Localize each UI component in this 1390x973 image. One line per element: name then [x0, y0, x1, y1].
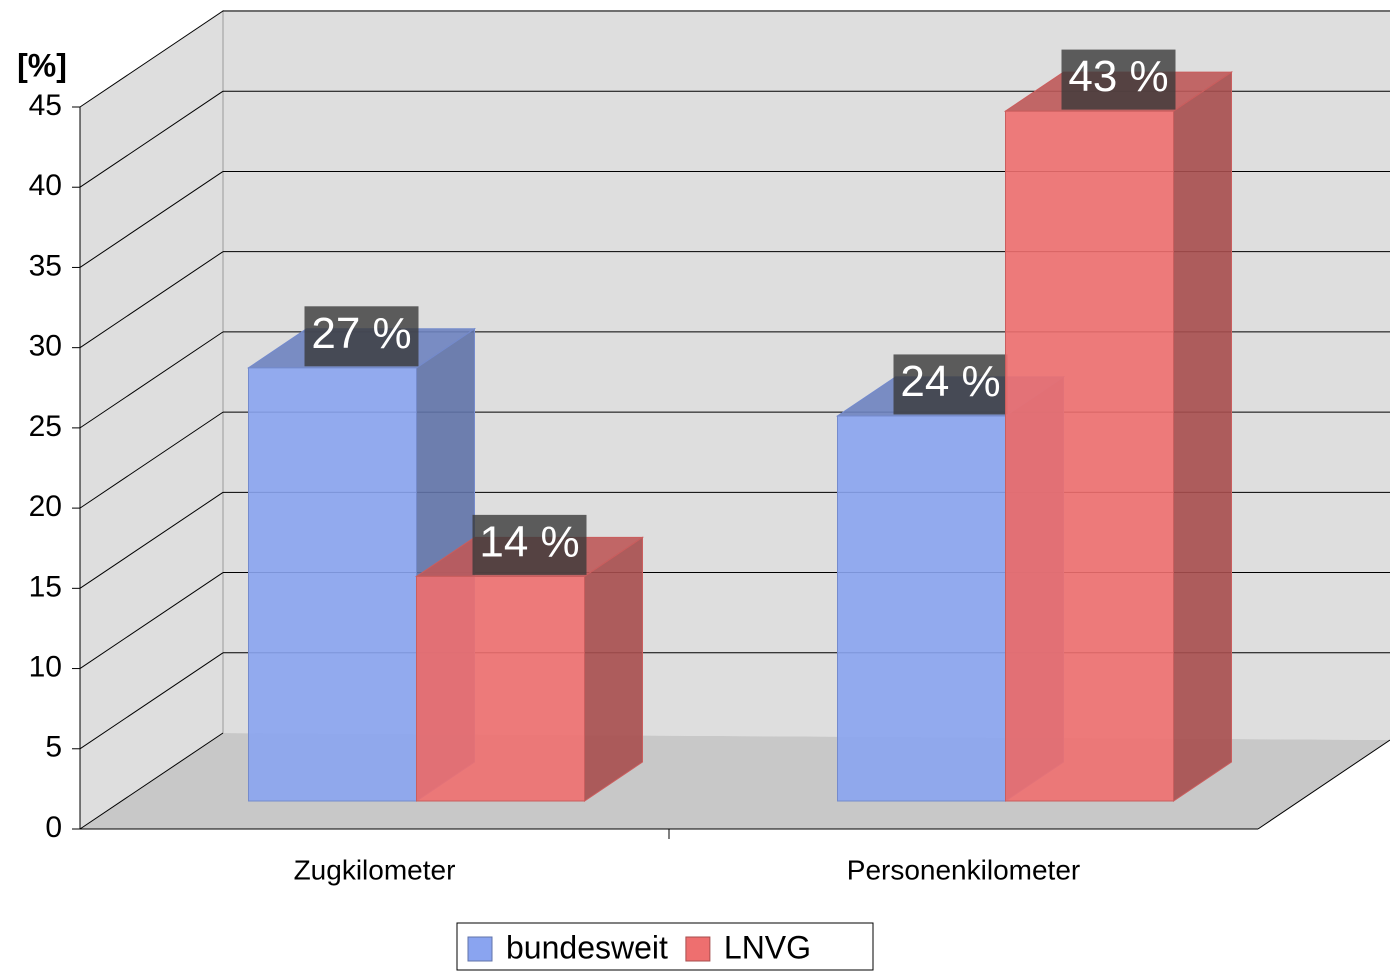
grid-line	[79, 652, 224, 750]
legend-label: bundesweit	[506, 929, 668, 965]
value-label: 14 %	[479, 518, 579, 567]
grid-line	[79, 411, 224, 509]
grid-line	[79, 572, 224, 669]
x-tick-label: Zugkilometer	[294, 854, 456, 885]
value-label-bg	[304, 306, 419, 367]
y-tick-label: 45	[29, 89, 62, 122]
y-tick-label: 30	[29, 330, 62, 363]
y-tick-label: 15	[29, 570, 62, 603]
value-label: 43 %	[1068, 52, 1168, 101]
side-wall	[80, 10, 223, 829]
y-tick-label: 40	[29, 169, 62, 202]
bar-side	[584, 536, 643, 802]
value-label-bg	[893, 354, 1008, 415]
value-label: 24 %	[900, 357, 1000, 406]
bar-front	[416, 575, 585, 802]
value-label: 27 %	[311, 309, 411, 358]
grid-line	[79, 251, 224, 349]
y-tick-label: 10	[29, 650, 62, 683]
y-tick-label: 35	[29, 249, 62, 282]
value-label-bg	[1061, 49, 1176, 110]
bar-front	[248, 367, 417, 802]
grid-line	[79, 491, 224, 589]
y-tick-label: 25	[29, 410, 62, 443]
grid-line	[79, 90, 224, 188]
y-tick-label: 5	[45, 731, 62, 764]
floor-edge	[1257, 739, 1390, 830]
floor-edge	[79, 732, 224, 830]
bar-front	[837, 415, 1006, 802]
grid-line	[79, 171, 224, 268]
x-tick-label: Personenkilometer	[847, 854, 1080, 885]
bar-front	[1005, 110, 1174, 802]
grid-line	[79, 10, 224, 108]
bar-side	[1173, 71, 1232, 802]
legend-swatch	[685, 936, 711, 962]
grid-line	[79, 331, 224, 429]
legend-box	[456, 922, 874, 971]
y-tick-label: 20	[29, 490, 62, 523]
value-label-bg	[472, 514, 587, 575]
y-axis-label: [%]	[17, 47, 67, 83]
legend-label: LNVG	[724, 929, 811, 965]
y-tick-label: 0	[45, 811, 62, 844]
legend-swatch	[467, 936, 493, 962]
